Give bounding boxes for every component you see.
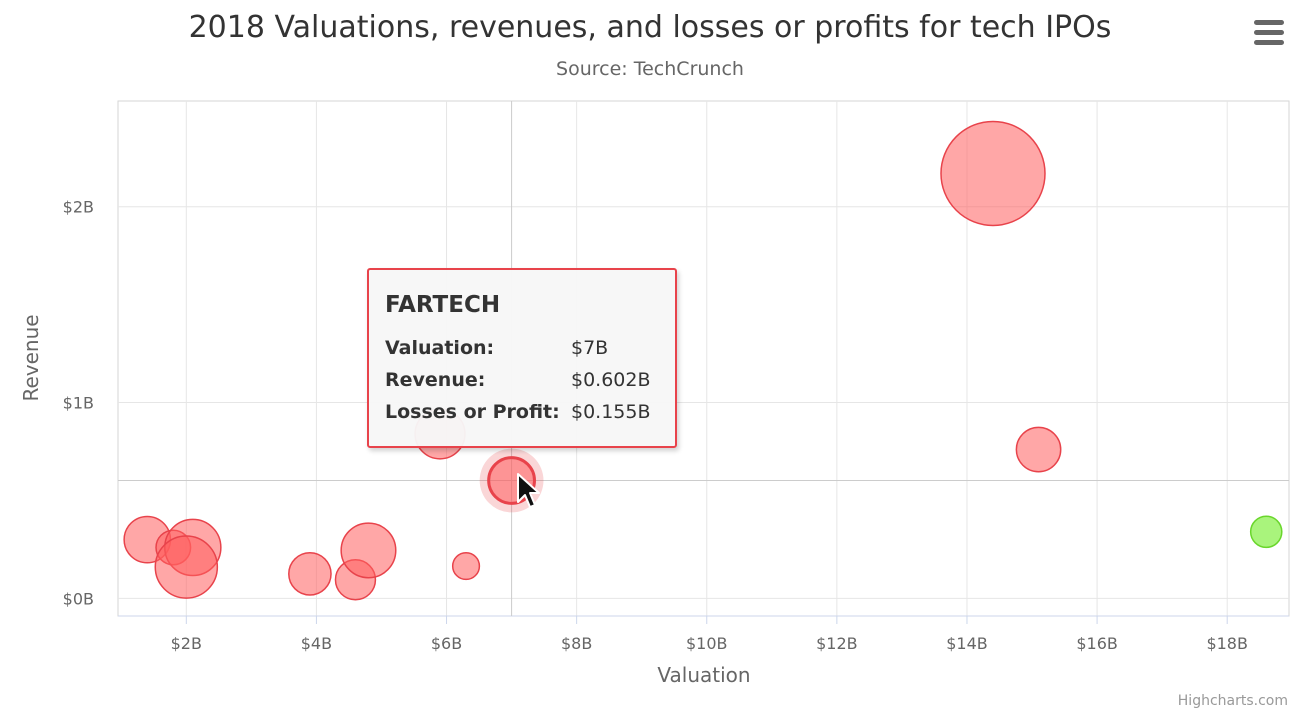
x-tick-label: $10B — [686, 634, 728, 653]
bubble-point[interactable] — [154, 535, 219, 599]
point-tooltip: FARTECH Valuation: $7B Revenue: $0.602B Lo… — [367, 268, 677, 448]
x-tick-label: $4B — [301, 634, 332, 653]
tooltip-row-label: Revenue: — [385, 369, 486, 391]
y-tick-label: $1B — [63, 394, 94, 413]
tooltip-row-value: $0.155B — [571, 401, 651, 423]
x-tick-label: $6B — [431, 634, 462, 653]
tooltip-row: Losses or Profit: $0.155B — [385, 396, 659, 428]
tooltip-row-value: $7B — [571, 337, 609, 359]
x-tick-label: $12B — [816, 634, 858, 653]
tooltip-row-value: $0.602B — [571, 369, 651, 391]
bubble-point[interactable] — [288, 552, 332, 596]
tooltip-title: FARTECH — [385, 292, 501, 318]
y-axis-title: Revenue — [19, 314, 43, 401]
bubble-point[interactable] — [940, 120, 1046, 227]
bubble-point[interactable] — [1015, 426, 1062, 473]
hamburger-menu-icon — [1254, 20, 1284, 25]
bubble-point[interactable] — [1249, 515, 1283, 549]
tooltip-row-label: Valuation: — [385, 337, 495, 359]
y-tick-label: $2B — [63, 198, 94, 217]
tooltip-row: Revenue: $0.602B — [385, 364, 659, 396]
chart-subtitle: Source: TechCrunch — [556, 58, 744, 80]
tooltip-row-label: Losses or Profit: — [385, 401, 560, 423]
chart-title: 2018 Valuations, revenues, and losses or… — [189, 10, 1112, 45]
x-tick-label: $14B — [946, 634, 988, 653]
x-tick-label: $18B — [1206, 634, 1248, 653]
bubbles — [123, 120, 1283, 601]
x-tick-label: $8B — [561, 634, 592, 653]
y-axis-ticks: $0B $1B $2B — [63, 198, 94, 609]
mouse-pointer-icon — [517, 473, 540, 508]
hamburger-menu-icon — [1254, 30, 1284, 35]
x-tick-label: $2B — [171, 634, 202, 653]
credits-link[interactable]: Highcharts.com — [1178, 693, 1288, 709]
y-tick-label: $0B — [63, 589, 94, 608]
hamburger-menu-icon — [1254, 40, 1284, 45]
plot-area — [117, 100, 1290, 617]
bubble-point[interactable] — [451, 551, 481, 581]
x-tick-label: $16B — [1076, 634, 1118, 653]
context-menu-button[interactable] — [1250, 20, 1286, 50]
x-axis-title: Valuation — [657, 663, 750, 687]
x-axis-ticks: $2B $4B $6B $8B $10B $12B $14B $16B $18B — [171, 616, 1248, 653]
bubble-point[interactable] — [340, 522, 397, 579]
tooltip-row: Valuation: $7B — [385, 332, 659, 364]
